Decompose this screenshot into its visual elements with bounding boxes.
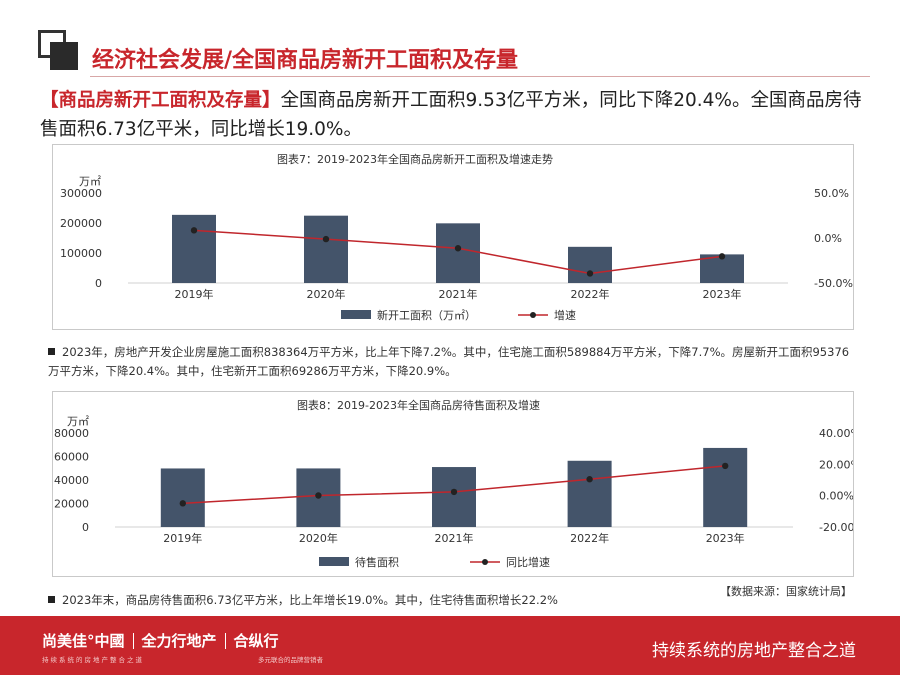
x-tick-label: 2020年 bbox=[299, 531, 338, 545]
y2-tick-label: 40.00% bbox=[819, 427, 853, 440]
growth-point bbox=[718, 253, 726, 260]
note-2-text: 2023年末，商品房待售面积6.73亿平方米，比上年增长19.0%。其中，住宅待… bbox=[62, 593, 558, 607]
y-tick-label: 40000 bbox=[54, 474, 89, 487]
legend-bar-label: 新开工面积（万㎡） bbox=[377, 308, 476, 322]
legend-line-marker bbox=[530, 312, 536, 318]
growth-point bbox=[586, 270, 594, 277]
bar bbox=[703, 447, 748, 527]
x-tick-label: 2022年 bbox=[570, 531, 609, 545]
brand-quanlixing: 全力行地产 bbox=[141, 632, 217, 650]
legend-line-label: 增速 bbox=[554, 308, 576, 322]
y2-tick-label: -50.0% bbox=[814, 277, 853, 290]
brand-hezongxing: 合纵行 bbox=[233, 632, 279, 650]
growth-point bbox=[450, 488, 458, 496]
y-tick-label: 80000 bbox=[54, 427, 89, 440]
x-tick-label: 2023年 bbox=[706, 531, 745, 545]
legend-line-label: 同比增速 bbox=[506, 555, 550, 569]
x-tick-label: 2019年 bbox=[175, 287, 214, 301]
growth-point bbox=[315, 492, 322, 499]
data-source: 【数据来源：国家统计局】 bbox=[720, 585, 852, 598]
bar bbox=[172, 214, 216, 283]
bar bbox=[432, 467, 476, 527]
intro-paragraph: 【商品房新开工面积及存量】全国商品房新开工面积9.53亿平方米，同比下降20.4… bbox=[40, 86, 870, 144]
chart2-unit: 万㎡ bbox=[67, 415, 89, 428]
growth-point bbox=[179, 500, 186, 507]
bullet-square-icon bbox=[48, 348, 55, 355]
bullet-square-icon bbox=[48, 596, 55, 603]
y2-tick-label: 0.00% bbox=[819, 490, 853, 503]
chart2-title: 图表8：2019-2023年全国商品房待售面积及增速 bbox=[297, 399, 540, 412]
x-tick-label: 2021年 bbox=[439, 287, 478, 301]
intro-tag: 【商品房新开工面积及存量】 bbox=[40, 90, 281, 111]
growth-point bbox=[586, 476, 593, 483]
bar bbox=[160, 468, 205, 527]
header-divider bbox=[90, 76, 870, 77]
y-tick-label: 0 bbox=[95, 277, 102, 290]
x-tick-label: 2020年 bbox=[307, 287, 346, 301]
chart2-svg: 80000 60000 40000 20000 0 40.00% 20.00% 0.00% -2… bbox=[54, 427, 853, 569]
bar bbox=[304, 215, 348, 283]
y2-tick-label: 50.0% bbox=[814, 187, 849, 200]
x-tick-label: 2021年 bbox=[435, 531, 474, 545]
note-2: 2023年末，商品房待售面积6.73亿平方米，比上年增长19.0%。其中，住宅待… bbox=[48, 591, 648, 610]
brand-shangmeijia: 尚美佳°中國 bbox=[42, 632, 125, 650]
page-title: 经济社会发展/全国商品房新开工面积及存量 bbox=[92, 48, 519, 73]
bar bbox=[567, 460, 612, 527]
footer-brands: 尚美佳°中國 全力行地产 合纵行 bbox=[42, 630, 279, 651]
growth-point bbox=[190, 227, 198, 234]
y2-tick-label: 0.0% bbox=[814, 232, 842, 245]
chart1-panel: 图表7：2019-2023年全国商品房新开工面积及增速走势 万㎡ 300000 2… bbox=[52, 144, 854, 330]
y2-tick-label: 20.00% bbox=[819, 458, 853, 471]
x-tick-label: 2019年 bbox=[163, 531, 202, 545]
chart1-svg: 300000 200000 100000 0 50.0% 0.0% -50.0% 2019年 2… bbox=[60, 187, 853, 322]
growth-point bbox=[722, 462, 729, 470]
bar bbox=[436, 223, 480, 283]
y-tick-label: 300000 bbox=[60, 187, 102, 200]
chart1-unit: 万㎡ bbox=[79, 175, 101, 188]
y2-tick-label: -20.00% bbox=[819, 521, 853, 534]
footer-bar: 尚美佳°中國 全力行地产 合纵行 持续系统的房地产整合之道 多元联合的品牌营销者 持… bbox=[0, 616, 900, 675]
y-tick-label: 200000 bbox=[60, 217, 102, 230]
chart1-title: 图表7：2019-2023年全国商品房新开工面积及增速走势 bbox=[277, 153, 553, 166]
y-tick-label: 20000 bbox=[54, 498, 89, 511]
legend-bar-swatch bbox=[341, 310, 371, 319]
legend-line-marker bbox=[482, 559, 488, 565]
x-tick-label: 2022年 bbox=[571, 287, 610, 301]
note-1-text: 2023年，房地产开发企业房屋施工面积838364万平方米，比上年下降7.2%。… bbox=[48, 345, 850, 378]
footer-slogan: 持续系统的房地产整合之道 bbox=[652, 641, 856, 661]
footer-brand-subtitle-2: 多元联合的品牌营销者 bbox=[258, 656, 323, 664]
legend-bar-swatch bbox=[319, 557, 349, 566]
y-tick-label: 60000 bbox=[54, 451, 89, 464]
y-tick-label: 100000 bbox=[60, 247, 102, 260]
note-1: 2023年，房地产开发企业房屋施工面积838364万平方米，比上年下降7.2%。… bbox=[48, 343, 858, 381]
header-icon bbox=[38, 30, 78, 70]
growth-point bbox=[322, 235, 330, 243]
footer-brand-subtitle: 持续系统的房地产整合之道 bbox=[42, 656, 144, 664]
y-tick-label: 0 bbox=[82, 521, 89, 534]
bar bbox=[568, 246, 612, 283]
intro-text: 全国商品房新开工面积9.53亿平方米，同比下降20.4%。全国商品房待售面积6.… bbox=[40, 90, 862, 140]
growth-point bbox=[454, 245, 462, 252]
legend-bar-label: 待售面积 bbox=[355, 555, 399, 569]
x-tick-label: 2023年 bbox=[703, 287, 742, 301]
chart2-panel: 图表8：2019-2023年全国商品房待售面积及增速 万㎡ 80000 60000… bbox=[52, 391, 854, 577]
